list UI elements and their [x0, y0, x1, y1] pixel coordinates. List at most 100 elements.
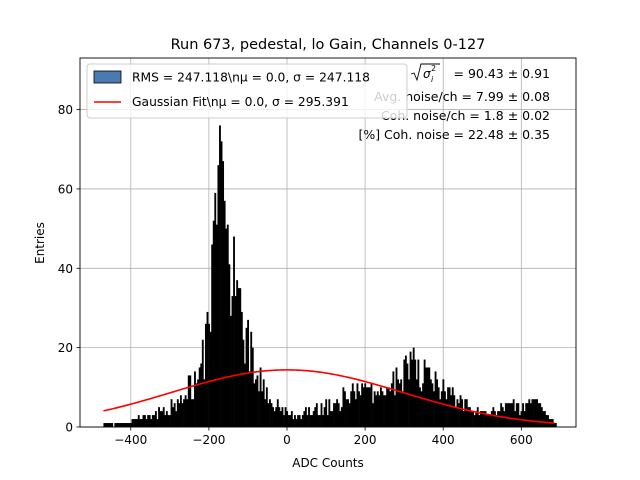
histogram-bar: [412, 347, 415, 427]
histogram-bar: [543, 411, 546, 427]
histogram-bar: [231, 296, 234, 427]
histogram-bar: [270, 403, 273, 427]
histogram-bar: [423, 359, 426, 427]
histogram-bar: [542, 411, 545, 427]
histogram-bar: [178, 403, 181, 427]
histogram-bar: [217, 165, 220, 427]
histogram-bar: [448, 387, 451, 427]
histogram-bar: [295, 419, 298, 427]
x-tick-label: −400: [114, 433, 147, 447]
histogram-bars: [103, 125, 557, 428]
histogram-bar: [367, 387, 370, 427]
histogram-bar: [534, 399, 537, 427]
histogram-bar: [244, 363, 246, 427]
histogram-bar: [311, 415, 314, 427]
histogram-bar: [345, 399, 348, 427]
histogram-bar: [236, 280, 239, 427]
histogram-bar: [344, 391, 346, 427]
histogram-bar: [203, 379, 206, 427]
histogram-bar: [350, 391, 353, 427]
histogram-bar: [175, 411, 178, 427]
histogram-bar: [245, 327, 248, 427]
histogram-bar: [273, 411, 276, 427]
histogram-bar: [298, 415, 301, 427]
histogram-bar: [144, 415, 146, 427]
histogram-bar: [328, 399, 331, 427]
histogram-bar: [183, 399, 185, 427]
histogram-bar: [454, 407, 457, 427]
histogram-bar: [239, 288, 242, 427]
histogram-bar: [351, 383, 354, 427]
histogram-bar: [442, 379, 445, 427]
histogram-bar: [315, 403, 318, 427]
histogram-bar: [240, 311, 243, 427]
histogram-bar: [540, 407, 543, 427]
histogram-bar: [267, 403, 270, 427]
y-tick-label: 0: [65, 421, 73, 435]
histogram-bar: [495, 415, 498, 427]
histogram-bar: [286, 411, 289, 427]
histogram-bar: [306, 415, 309, 427]
histogram-bar: [317, 415, 320, 427]
histogram-bar: [522, 403, 524, 427]
histogram-bar: [503, 411, 506, 427]
histogram-bar: [176, 399, 179, 427]
histogram-bar: [126, 423, 129, 427]
histogram-bar: [340, 407, 343, 427]
histogram-bar: [172, 407, 175, 427]
histogram-bar: [490, 411, 493, 427]
histogram-bar: [465, 399, 468, 427]
histogram-bar: [373, 391, 376, 427]
histogram-bar: [120, 423, 123, 427]
histogram-bar: [356, 383, 359, 427]
histogram-bar: [369, 387, 371, 427]
legend-fit-label: Gaussian Fit\nμ = 0.0, σ = 295.391: [132, 95, 349, 109]
histogram-bar: [169, 415, 171, 427]
histogram-bar: [418, 387, 421, 427]
histogram-bar: [517, 403, 520, 427]
histogram-bar: [134, 419, 137, 427]
histogram-bar: [195, 383, 198, 427]
histogram-bar: [389, 391, 392, 427]
histogram-bar: [300, 419, 303, 427]
histogram-bar: [184, 395, 187, 427]
plot-frame: [79, 57, 577, 428]
histogram-bar: [450, 395, 453, 427]
histogram-bar: [481, 411, 484, 427]
histogram-bar: [359, 395, 362, 427]
histogram-bar: [150, 419, 153, 427]
histogram-bar: [447, 387, 449, 427]
histogram-bar: [256, 375, 259, 427]
histogram-bar: [473, 415, 476, 427]
histogram-bar: [459, 395, 462, 427]
histogram-bar: [117, 423, 120, 427]
histogram-bar: [362, 387, 365, 427]
histogram-bar: [526, 403, 529, 427]
histogram-bar: [179, 395, 182, 427]
histogram-bar: [394, 395, 396, 427]
histogram-bar: [322, 415, 325, 427]
histogram-bar: [309, 415, 312, 427]
histogram-bar: [353, 391, 356, 427]
histogram-bar: [390, 383, 393, 427]
histogram-bar: [283, 415, 285, 427]
histogram-bar: [370, 383, 373, 427]
histogram-bar: [378, 395, 381, 427]
histogram-bar: [536, 399, 539, 427]
histogram-bar: [206, 311, 209, 427]
histogram-bar: [504, 403, 507, 427]
histogram-bar: [123, 423, 126, 427]
histogram-bar: [445, 399, 448, 427]
histogram-bar: [528, 399, 531, 427]
histogram-bar: [304, 407, 307, 427]
histogram-bar: [262, 379, 265, 427]
histogram-bar: [165, 411, 168, 427]
histogram-bar: [278, 407, 281, 427]
histogram-bar: [329, 411, 332, 427]
histogram-bar: [422, 383, 424, 427]
histogram-bar: [276, 399, 279, 427]
histogram-bar: [209, 331, 212, 427]
histogram-bar: [337, 403, 340, 427]
histogram-bar: [414, 359, 417, 427]
